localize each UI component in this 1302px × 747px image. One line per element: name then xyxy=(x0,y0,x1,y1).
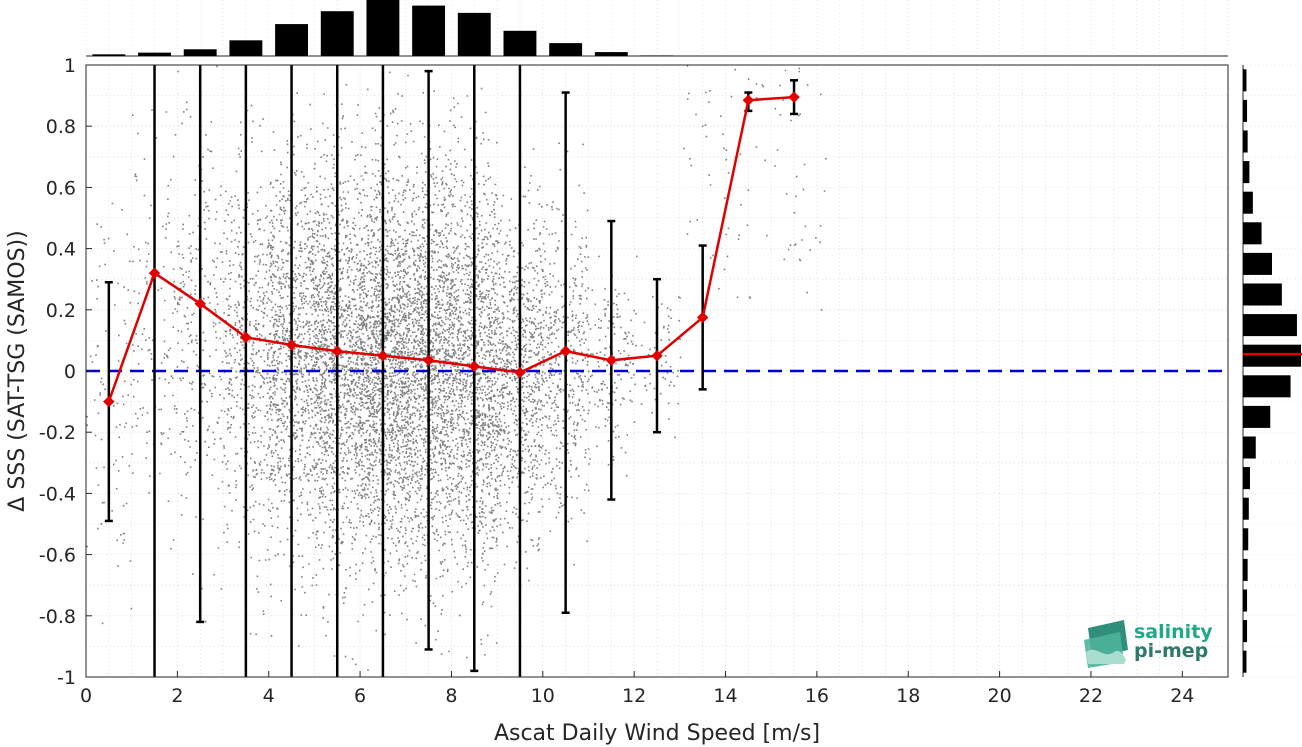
right-hist-bar xyxy=(1243,375,1291,398)
right-hist-bar xyxy=(1243,130,1248,153)
mean-point xyxy=(742,94,755,106)
right-hist-bar xyxy=(1243,620,1248,643)
right-hist-bar xyxy=(1243,191,1253,214)
top-hist-bar xyxy=(549,43,583,56)
top-hist-bar xyxy=(366,0,400,56)
mean-point xyxy=(240,331,252,344)
scatter-cloud xyxy=(86,65,827,671)
right-hist-bar xyxy=(1243,222,1262,245)
x-tick-label: 10 xyxy=(531,685,555,707)
top-hist-bar xyxy=(457,12,491,56)
x-tick-label: 24 xyxy=(1170,685,1194,707)
x-tick-label: 20 xyxy=(988,685,1012,707)
error-bars xyxy=(104,65,799,677)
y-tick-label: 0.8 xyxy=(46,116,76,138)
binned-mean-series xyxy=(103,91,800,408)
right-hist-bar xyxy=(1243,528,1249,551)
y-axis-label: Δ SSS (SAT-TSG (SAMOS)) xyxy=(5,230,30,511)
salinity-pi-mep-logo: salinity pi-mep xyxy=(1084,620,1213,668)
mean-point xyxy=(651,349,663,362)
x-tick-label: 0 xyxy=(80,685,92,707)
x-tick-label: 16 xyxy=(805,685,829,707)
mean-point xyxy=(559,345,572,357)
right-hist-bar xyxy=(1243,314,1297,337)
top-hist-bar xyxy=(594,52,628,56)
right-hist-bar xyxy=(1243,467,1250,490)
x-tick-label: 8 xyxy=(445,685,457,707)
top-hist-bar xyxy=(412,5,446,57)
top-hist-bar xyxy=(229,40,263,56)
top-hist-bar xyxy=(92,54,126,56)
y-tick-label: 1 xyxy=(64,55,76,77)
y-tick-label: 0.6 xyxy=(46,177,76,199)
logo-text-pi-mep: pi-mep xyxy=(1134,640,1208,662)
right-histogram xyxy=(1242,64,1302,678)
right-hist-bar xyxy=(1243,344,1301,367)
top-hist-bar xyxy=(503,30,537,56)
y-tick-label: -0.6 xyxy=(39,545,76,567)
y-tick-label: 0.2 xyxy=(46,300,76,322)
mean-point xyxy=(468,360,480,373)
x-tick-label: 14 xyxy=(713,685,737,707)
mean-point xyxy=(377,349,389,362)
right-hist-bar xyxy=(1243,650,1247,673)
logo-mark-icon xyxy=(1084,620,1128,668)
right-hist-bar xyxy=(1243,161,1250,184)
x-tick-label: 6 xyxy=(354,685,366,707)
right-hist-bar xyxy=(1243,497,1249,520)
y-tick-label: -1 xyxy=(57,667,76,689)
scatter-points xyxy=(86,65,827,671)
logo-text-salinity: salinity xyxy=(1134,621,1213,643)
y-tick-label: 0.4 xyxy=(46,239,76,261)
top-histogram xyxy=(85,0,1229,57)
right-hist-bar xyxy=(1243,436,1256,459)
mean-point xyxy=(285,339,298,351)
y-tick-label: 0 xyxy=(64,361,76,383)
mean-line xyxy=(107,95,795,403)
top-hist-bar xyxy=(320,11,354,56)
top-hist-bar xyxy=(275,24,309,56)
x-tick-label: 2 xyxy=(171,685,183,707)
right-hist-bar xyxy=(1243,69,1247,92)
y-tick-label: -0.8 xyxy=(39,606,76,628)
right-hist-bar xyxy=(1243,283,1282,306)
x-axis-ticks: 0 2 4 6 8 10 12 14 16 18 20 22 24 xyxy=(80,671,1194,707)
mean-point xyxy=(788,91,800,103)
right-hist-bar xyxy=(1243,589,1248,612)
mean-point xyxy=(103,395,115,408)
mean-point xyxy=(194,297,206,310)
y-axis-ticks: -1 -0.8 -0.6 -0.4 -0.2 0 0.2 0.4 0.6 0.8 1 xyxy=(39,55,92,689)
top-hist-bar xyxy=(640,55,674,56)
x-axis-label: Ascat Daily Wind Speed [m/s] xyxy=(494,721,820,746)
right-hist-bar xyxy=(1243,558,1248,581)
right-hist-bar xyxy=(1243,252,1272,275)
top-hist-bar xyxy=(183,49,217,56)
x-tick-label: 18 xyxy=(896,685,920,707)
x-tick-label: 22 xyxy=(1079,685,1103,707)
x-tick-label: 4 xyxy=(263,685,275,707)
mean-point xyxy=(148,267,161,279)
mean-point xyxy=(605,354,618,366)
right-hist-bar xyxy=(1243,405,1271,428)
mean-point xyxy=(331,345,343,357)
right-hist-bar xyxy=(1243,99,1248,122)
y-tick-label: -0.2 xyxy=(39,422,76,444)
x-tick-label: 12 xyxy=(622,685,646,707)
top-hist-bar xyxy=(138,52,171,56)
mean-point xyxy=(422,354,435,366)
y-tick-label: -0.4 xyxy=(39,483,76,505)
mean-point xyxy=(696,311,709,324)
mean-point xyxy=(514,366,526,379)
